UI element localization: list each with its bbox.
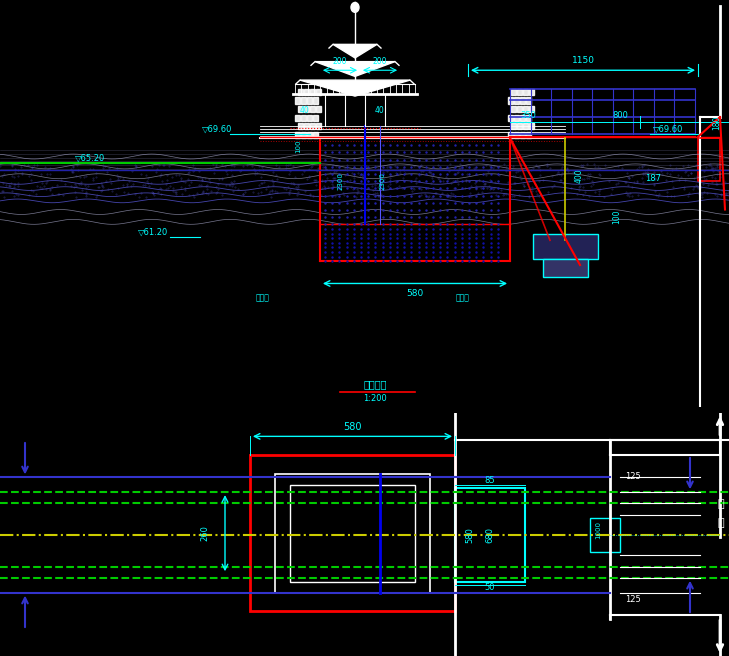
Text: 125: 125 [625, 472, 641, 481]
Polygon shape [508, 115, 513, 121]
Polygon shape [304, 89, 309, 95]
Polygon shape [514, 132, 519, 138]
Polygon shape [517, 89, 522, 95]
Bar [290, 485, 415, 582]
Polygon shape [298, 89, 303, 95]
Text: 800: 800 [612, 112, 628, 120]
Polygon shape [511, 89, 516, 95]
Text: 40: 40 [300, 106, 310, 115]
Polygon shape [316, 106, 321, 112]
Text: 187: 187 [645, 174, 661, 183]
Text: 350: 350 [520, 112, 536, 120]
Polygon shape [520, 97, 525, 104]
Text: 2300: 2300 [380, 173, 386, 190]
Polygon shape [307, 97, 312, 104]
Text: 40: 40 [375, 106, 385, 115]
Polygon shape [295, 132, 300, 138]
Polygon shape [301, 115, 306, 121]
Polygon shape [508, 97, 513, 104]
Polygon shape [511, 123, 516, 129]
Text: 1150: 1150 [572, 56, 595, 65]
Circle shape [351, 3, 359, 12]
Bar [533, 234, 598, 259]
Polygon shape [529, 106, 534, 112]
Polygon shape [523, 123, 528, 129]
Text: 1000: 1000 [595, 522, 601, 539]
Polygon shape [295, 115, 300, 121]
Bar [590, 518, 620, 552]
Text: 200: 200 [373, 57, 387, 66]
Polygon shape [523, 89, 528, 95]
Polygon shape [529, 89, 534, 95]
Polygon shape [514, 97, 519, 104]
Text: 2300: 2300 [338, 173, 344, 190]
Polygon shape [529, 123, 534, 129]
Text: 坝: 坝 [718, 499, 725, 509]
Polygon shape [301, 97, 306, 104]
Polygon shape [307, 132, 312, 138]
Text: 125: 125 [625, 596, 641, 604]
Text: 180: 180 [712, 116, 721, 130]
Text: ▽61.20: ▽61.20 [138, 227, 168, 236]
Bar [543, 259, 588, 277]
Polygon shape [526, 97, 531, 104]
Text: 100: 100 [612, 209, 621, 224]
Text: 400: 400 [575, 169, 584, 183]
Polygon shape [298, 123, 303, 129]
Text: 580: 580 [465, 527, 474, 543]
Polygon shape [307, 115, 312, 121]
Polygon shape [310, 106, 315, 112]
Polygon shape [310, 89, 315, 95]
Polygon shape [298, 106, 303, 112]
Text: 260: 260 [200, 525, 209, 541]
Text: 580: 580 [343, 422, 362, 432]
Text: 50: 50 [485, 583, 495, 592]
Polygon shape [313, 132, 318, 138]
Text: 580: 580 [406, 289, 424, 298]
Polygon shape [304, 123, 309, 129]
Text: 680: 680 [485, 527, 494, 543]
Text: 粗格栅: 粗格栅 [256, 294, 270, 302]
Polygon shape [304, 106, 309, 112]
Polygon shape [316, 89, 321, 95]
Polygon shape [526, 115, 531, 121]
Polygon shape [508, 132, 513, 138]
Polygon shape [511, 106, 516, 112]
Bar [275, 474, 430, 593]
Polygon shape [523, 106, 528, 112]
Text: ▽65.20: ▽65.20 [75, 154, 105, 162]
Polygon shape [520, 115, 525, 121]
Polygon shape [301, 132, 306, 138]
Text: 顶: 顶 [718, 518, 725, 527]
Polygon shape [313, 97, 318, 104]
Text: 200: 200 [332, 57, 347, 66]
Text: 85: 85 [485, 476, 495, 485]
Text: ▽69.60: ▽69.60 [202, 125, 233, 134]
Text: 100: 100 [295, 140, 301, 154]
Polygon shape [517, 123, 522, 129]
Text: ▽69.60: ▽69.60 [653, 125, 683, 134]
Polygon shape [310, 123, 315, 129]
Polygon shape [316, 123, 321, 129]
Text: 粗格栅: 粗格栅 [456, 294, 470, 302]
Polygon shape [315, 62, 395, 76]
Polygon shape [313, 115, 318, 121]
Bar [455, 489, 525, 582]
Polygon shape [295, 97, 300, 104]
Text: 1:200: 1:200 [363, 394, 387, 403]
Polygon shape [300, 80, 410, 96]
Bar [698, 138, 720, 181]
Polygon shape [333, 45, 377, 58]
Bar [250, 455, 455, 611]
Text: 纵断面图: 纵断面图 [363, 379, 387, 389]
Polygon shape [514, 115, 519, 121]
Polygon shape [526, 132, 531, 138]
Polygon shape [517, 106, 522, 112]
Polygon shape [520, 132, 525, 138]
